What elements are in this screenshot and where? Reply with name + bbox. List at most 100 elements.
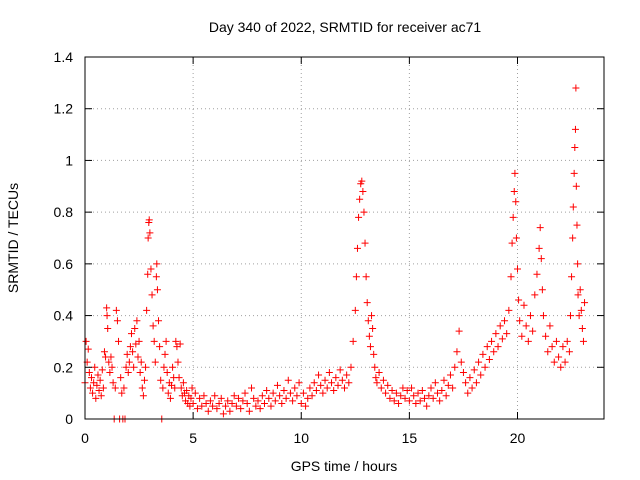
- data-point: [507, 273, 515, 281]
- data-point: [334, 381, 342, 389]
- data-point: [152, 273, 160, 281]
- data-point: [200, 392, 208, 400]
- data-point: [359, 187, 367, 195]
- data-point: [537, 255, 545, 263]
- data-point: [147, 265, 155, 273]
- data-point: [569, 203, 577, 211]
- data-point: [542, 332, 550, 340]
- data-point: [373, 379, 381, 387]
- data-point: [163, 368, 171, 376]
- data-point: [416, 397, 424, 405]
- x-tick-label: 5: [189, 430, 197, 446]
- data-point: [191, 389, 199, 397]
- data-point: [299, 389, 307, 397]
- data-point: [117, 374, 125, 382]
- data-point: [577, 306, 585, 314]
- data-point: [179, 379, 187, 387]
- data-point: [149, 322, 157, 330]
- data-point: [183, 387, 191, 395]
- data-point: [237, 405, 245, 413]
- data-point: [423, 402, 431, 410]
- data-point: [280, 387, 288, 395]
- data-point: [104, 325, 112, 332]
- data-point: [109, 379, 117, 387]
- data-point: [328, 379, 336, 387]
- data-point: [436, 397, 444, 405]
- data-point: [370, 350, 378, 358]
- data-point: [222, 402, 230, 410]
- data-point: [330, 387, 338, 395]
- data-point: [89, 389, 97, 397]
- data-point: [295, 379, 303, 387]
- data-point: [308, 392, 316, 400]
- data-point: [153, 286, 161, 294]
- data-point: [466, 374, 474, 382]
- data-point: [571, 125, 579, 133]
- data-point: [276, 392, 284, 400]
- data-point: [129, 348, 137, 356]
- data-point: [171, 384, 179, 392]
- data-point: [151, 358, 159, 366]
- data-point: [94, 371, 102, 379]
- data-point: [122, 363, 130, 371]
- data-point: [449, 384, 457, 392]
- data-point: [228, 399, 236, 407]
- chart-title: Day 340 of 2022, SRMTID for receiver ac7…: [209, 19, 482, 35]
- data-point: [368, 312, 376, 320]
- data-point: [113, 317, 121, 325]
- data-point: [572, 182, 580, 190]
- data-point: [271, 397, 279, 405]
- data-point: [243, 399, 251, 407]
- data-point: [341, 384, 348, 392]
- data-point: [265, 394, 273, 402]
- data-point: [405, 397, 413, 405]
- data-points: [81, 84, 589, 423]
- x-tick-label: 20: [510, 430, 526, 446]
- y-axis-label: SRMTID / TECUs: [5, 183, 21, 293]
- data-point: [351, 306, 359, 314]
- data-point: [364, 317, 372, 325]
- data-point: [260, 399, 268, 407]
- data-point: [492, 330, 500, 338]
- data-point: [140, 376, 148, 384]
- data-point: [93, 381, 101, 389]
- data-point: [526, 312, 534, 320]
- y-tick-label: 1: [65, 152, 73, 168]
- data-point: [539, 312, 547, 320]
- data-point: [535, 244, 543, 252]
- data-point: [578, 325, 586, 332]
- data-point: [490, 348, 498, 356]
- data-point: [252, 402, 260, 410]
- data-point: [579, 337, 587, 345]
- data-point: [397, 392, 405, 400]
- data-point: [338, 376, 346, 384]
- data-point: [468, 384, 476, 392]
- data-point: [111, 384, 119, 392]
- data-point: [105, 358, 113, 366]
- data-point: [362, 273, 370, 281]
- x-tick-label: 10: [293, 430, 309, 446]
- data-point: [124, 368, 132, 376]
- data-point: [99, 384, 107, 392]
- data-point: [224, 397, 232, 405]
- data-point: [204, 407, 212, 415]
- data-point: [85, 368, 93, 376]
- data-point: [155, 317, 163, 325]
- data-point: [87, 374, 95, 382]
- data-point: [529, 327, 537, 335]
- data-point: [536, 224, 544, 232]
- data-point: [137, 358, 145, 366]
- data-point: [574, 260, 582, 268]
- data-point: [258, 392, 266, 400]
- data-point: [515, 296, 523, 304]
- data-point: [403, 387, 411, 395]
- data-point: [146, 229, 154, 237]
- y-tick-label: 0.4: [54, 308, 74, 324]
- data-point: [379, 376, 387, 384]
- data-point: [410, 392, 418, 400]
- data-point: [291, 384, 299, 392]
- data-point: [433, 389, 441, 397]
- data-point: [159, 384, 167, 392]
- data-point: [115, 337, 123, 345]
